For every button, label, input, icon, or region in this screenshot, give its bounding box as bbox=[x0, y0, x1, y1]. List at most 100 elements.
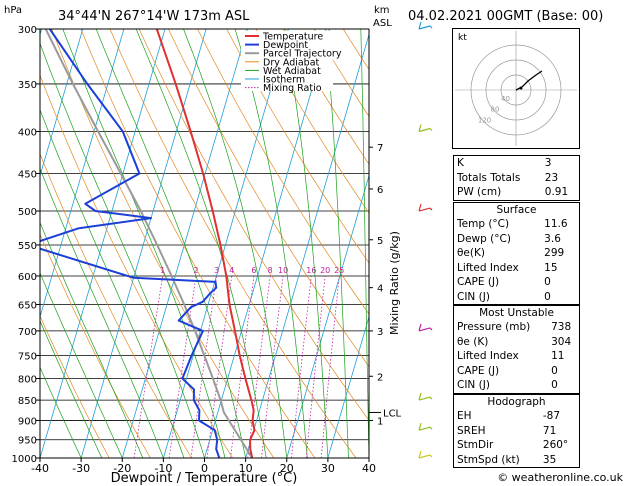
km-tick-label: 6 bbox=[377, 185, 383, 196]
legend-entry: Dewpoint bbox=[263, 40, 308, 51]
wind-barb-flag bbox=[418, 203, 422, 212]
info-row: CIN (J) 0 bbox=[454, 378, 579, 393]
hodograph-stats-panel: Hodograph EH -87 SREH 71 StmDir 260° StmSpd (k… bbox=[453, 394, 580, 468]
wind-barb bbox=[418, 392, 433, 401]
isotherm-line bbox=[40, 29, 166, 458]
parcel-trajectory-line bbox=[44, 29, 254, 458]
info-label: CAPE (J) bbox=[457, 364, 500, 377]
wet-adiabat-line bbox=[135, 29, 267, 458]
wet-adiabat-line bbox=[40, 42, 205, 458]
info-label: CIN (J) bbox=[457, 379, 490, 391]
dry-adiabat-line bbox=[51, 29, 275, 458]
info-row: StmDir 260° bbox=[454, 438, 579, 453]
x-tick-label: 40 bbox=[362, 462, 376, 475]
info-row: StmSpd (kt) 35 bbox=[454, 453, 579, 468]
pressure-tick-label: 700 bbox=[18, 327, 37, 338]
info-value: 0 bbox=[551, 379, 558, 391]
info-label: CAPE (J) bbox=[457, 276, 500, 288]
info-row: Pressure (mb) 738 bbox=[454, 320, 579, 335]
lcl-label: LCL bbox=[383, 408, 402, 419]
dry-adiabat-line bbox=[109, 29, 357, 458]
wet-adiabat-line bbox=[40, 366, 82, 458]
hodograph-unit-label: kt bbox=[458, 33, 467, 43]
info-value: 0 bbox=[551, 364, 558, 377]
info-row: CAPE (J) 0 bbox=[454, 275, 579, 290]
wind-barb-flag bbox=[418, 392, 422, 401]
pressure-tick-label: 650 bbox=[18, 301, 37, 312]
info-value: 71 bbox=[542, 424, 557, 437]
wet-adiabat-line bbox=[360, 29, 369, 458]
isotherm-line bbox=[40, 29, 125, 319]
wet-adiabat-line bbox=[95, 29, 246, 458]
info-row: Dewp (°C) 3.6 bbox=[454, 232, 579, 247]
info-label: Lifted Index bbox=[457, 350, 519, 362]
dry-adiabat-line bbox=[138, 29, 369, 421]
info-value: 11 bbox=[551, 350, 565, 362]
dewpoint-line bbox=[40, 29, 221, 458]
km-tick-label: 5 bbox=[377, 236, 383, 247]
most-unstable-panel: Most Unstable Pressure (mb) 738 θe (K) 304 L… bbox=[453, 305, 580, 394]
wind-barb-shaft bbox=[418, 426, 431, 431]
wind-barb-flag bbox=[418, 21, 422, 30]
km-tick-label: 1 bbox=[377, 416, 383, 427]
wet-adiabat-line bbox=[40, 319, 103, 458]
km-tick-label: 3 bbox=[377, 327, 383, 338]
mixing-ratio-line bbox=[247, 275, 271, 458]
wind-barb-shaft bbox=[418, 396, 431, 401]
wet-adiabat-line bbox=[40, 221, 144, 458]
info-row: SREH 71 bbox=[454, 424, 579, 439]
wind-barb-flag bbox=[418, 450, 422, 459]
asl-label: ASL bbox=[373, 18, 392, 29]
wet-adiabat-line bbox=[183, 29, 288, 458]
wind-barb-tail bbox=[429, 128, 433, 131]
legend-entry: Parcel Trajectory bbox=[263, 49, 342, 60]
info-label: θe (K) bbox=[457, 335, 489, 348]
dry-adiabat-line bbox=[40, 153, 192, 458]
wind-barb bbox=[418, 21, 433, 30]
pressure-tick-label: 800 bbox=[18, 374, 37, 385]
info-value: 15 bbox=[544, 261, 558, 274]
wind-barb bbox=[418, 124, 433, 133]
hodograph-ring-label: 40 bbox=[501, 95, 510, 103]
isotherm-line bbox=[286, 174, 369, 458]
surface-panel: Surface Temp (°C) 11.6 Dewp (°C) 3.6 θe(K) 29… bbox=[453, 202, 580, 305]
indices-panel: K 3 Totals Totals 23 PW (cm) 0.91 bbox=[453, 155, 580, 201]
dry-adiabat-line bbox=[284, 29, 369, 165]
info-row: EH -87 bbox=[454, 409, 579, 424]
info-row: CAPE (J) 0 bbox=[454, 364, 579, 379]
info-row: θe(K) 299 bbox=[454, 246, 579, 261]
pressure-tick-label: 500 bbox=[18, 207, 37, 218]
mixing-ratio-label: 2 bbox=[193, 266, 198, 275]
x-tick-label: -10 bbox=[154, 462, 172, 475]
wet-adiabat-line bbox=[40, 271, 123, 458]
location-label: 34°44'N 267°14'W 173m ASL bbox=[58, 9, 250, 24]
legend-entry: Wet Adiabat bbox=[263, 66, 321, 77]
wind-barb-shaft bbox=[418, 127, 431, 133]
pressure-tick-label: 300 bbox=[18, 25, 37, 36]
hodograph-panel: kt 40 80 120 bbox=[452, 28, 580, 149]
legend-entry: Temperature bbox=[262, 32, 323, 43]
wind-barb-flag bbox=[418, 423, 422, 431]
dry-adiabat-line bbox=[80, 29, 316, 458]
isotherm-line bbox=[121, 29, 248, 458]
isotherm-line bbox=[40, 29, 84, 178]
wind-barb-shaft bbox=[418, 327, 431, 332]
info-value: 11.6 bbox=[544, 218, 568, 230]
km-tick-label: 2 bbox=[377, 372, 383, 383]
pressure-tick-label: 1000 bbox=[12, 454, 37, 465]
info-label: Temp (°C) bbox=[457, 218, 510, 230]
info-value: 260° bbox=[542, 439, 569, 451]
info-label: K bbox=[457, 157, 464, 169]
info-row: Totals Totals 23 bbox=[454, 171, 579, 186]
dry-adiabat-line bbox=[197, 29, 369, 315]
wind-barb-flag bbox=[418, 323, 422, 332]
isotherm-line bbox=[0, 29, 1, 458]
info-row: θe (K) 304 bbox=[454, 335, 579, 350]
footer-credit[interactable]: © weatheronline.co.uk bbox=[497, 471, 623, 484]
info-value: 299 bbox=[544, 247, 565, 259]
info-value: 3 bbox=[544, 157, 552, 169]
mixing-ratio-label: 10 bbox=[278, 266, 288, 275]
wind-barb bbox=[418, 323, 433, 332]
pressure-tick-label: 600 bbox=[18, 272, 37, 283]
